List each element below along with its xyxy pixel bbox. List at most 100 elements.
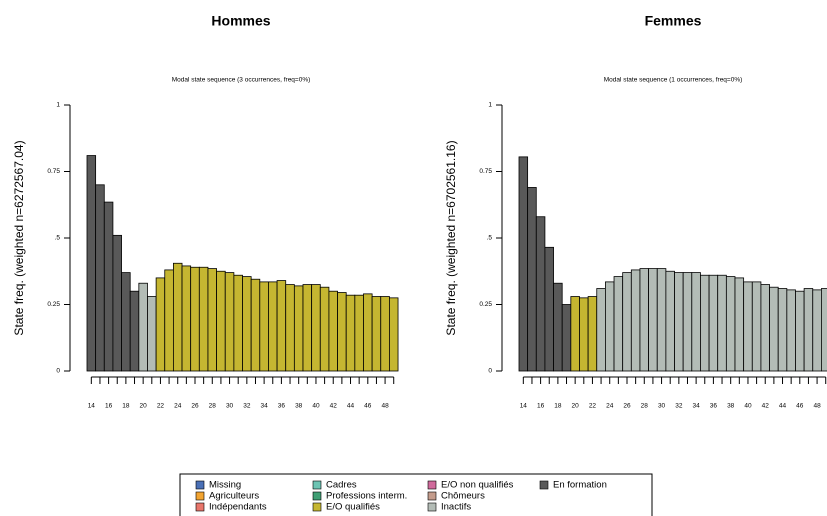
- bar: [613, 276, 624, 372]
- bar: [760, 284, 770, 372]
- legend-box: [179, 473, 653, 516]
- legend-swatch: [195, 480, 205, 490]
- bar: [129, 290, 140, 372]
- legend-label: Missing: [209, 480, 241, 491]
- bar: [639, 268, 650, 372]
- x-tick-label: 42: [762, 403, 770, 410]
- legend-swatch: [427, 480, 437, 490]
- bar: [777, 288, 788, 372]
- y-tick-label: 0.25: [479, 301, 492, 308]
- x-tick-label: 20: [140, 403, 148, 410]
- bar: [656, 268, 667, 372]
- x-tick-label: 40: [744, 403, 752, 410]
- bar: [112, 234, 122, 372]
- legend-swatch: [539, 480, 549, 490]
- y-tick-label: .5: [55, 235, 61, 242]
- y-tick-label: 1: [488, 102, 492, 109]
- bar: [103, 201, 114, 372]
- y-axis-label: State freq. (weighted n=6272567.04): [12, 140, 26, 335]
- x-tick-label: 34: [261, 403, 269, 410]
- x-tick-label: 36: [278, 403, 286, 410]
- bar: [691, 272, 701, 372]
- x-tick-label: 32: [675, 403, 683, 410]
- bar: [250, 278, 261, 372]
- y-axis-label: State freq. (weighted n=6702561.16): [444, 140, 458, 335]
- bar: [233, 274, 243, 372]
- bar: [803, 288, 814, 372]
- bar: [285, 284, 295, 372]
- x-tick-label: 24: [174, 403, 182, 410]
- bar: [786, 289, 796, 372]
- bar: [172, 262, 183, 372]
- bar: [388, 297, 399, 372]
- bar: [302, 284, 313, 372]
- x-tick-label: 44: [347, 403, 355, 410]
- bar: [242, 276, 252, 372]
- legend-label: Professions interm.: [326, 491, 407, 502]
- y-tick-label: 1: [56, 102, 60, 109]
- bar: [717, 274, 727, 372]
- bar: [708, 274, 719, 372]
- bar: [293, 285, 304, 372]
- bar: [198, 266, 209, 372]
- bar: [544, 246, 554, 372]
- x-tick-label: 20: [572, 403, 580, 410]
- bar: [535, 216, 546, 372]
- y-tick-label: 0: [488, 368, 492, 375]
- x-tick-label: 26: [191, 403, 199, 410]
- legend-swatch: [427, 491, 437, 501]
- legend-swatch: [195, 491, 205, 501]
- x-tick-label: 28: [641, 403, 649, 410]
- bar: [734, 277, 745, 372]
- legend-label: Cadres: [326, 480, 357, 491]
- chart-title: Femmes: [645, 13, 702, 29]
- bar: [121, 272, 131, 372]
- bar: [821, 288, 827, 372]
- y-tick-label: 0: [56, 368, 60, 375]
- bar: [276, 280, 287, 372]
- x-tick-label: 38: [727, 403, 735, 410]
- bar: [345, 294, 356, 372]
- x-tick-label: 18: [122, 403, 130, 410]
- y-tick-label: 0.25: [47, 301, 60, 308]
- bar: [570, 296, 580, 372]
- bar: [207, 268, 218, 372]
- bar: [147, 296, 157, 372]
- x-tick-label: 14: [88, 403, 96, 410]
- bar: [527, 187, 537, 372]
- legend-swatch: [195, 502, 205, 512]
- bar: [268, 281, 278, 372]
- y-tick-label: .5: [487, 235, 493, 242]
- bar: [769, 286, 779, 372]
- bar: [682, 272, 693, 372]
- x-tick-label: 22: [157, 403, 165, 410]
- bar: [648, 268, 658, 372]
- bar: [371, 296, 382, 372]
- bar: [553, 282, 563, 372]
- x-tick-label: 14: [520, 403, 528, 410]
- bar: [596, 288, 606, 372]
- x-tick-label: 48: [381, 403, 389, 410]
- x-tick-label: 30: [658, 403, 666, 410]
- legend-label: En formation: [553, 480, 607, 491]
- legend-swatch: [427, 502, 437, 512]
- legend-label: E/O non qualifiés: [441, 480, 514, 491]
- legend-label: E/O qualifiés: [326, 502, 380, 513]
- x-tick-label: 16: [105, 403, 113, 410]
- bar: [190, 266, 200, 372]
- y-tick-label: 0.75: [47, 168, 60, 175]
- bar: [224, 272, 235, 372]
- x-tick-label: 28: [209, 403, 217, 410]
- bar: [795, 290, 805, 372]
- x-tick-label: 46: [364, 403, 372, 410]
- bar: [700, 274, 710, 372]
- legend-label: Chômeurs: [441, 491, 485, 502]
- x-tick-label: 44: [779, 403, 787, 410]
- bar: [605, 281, 615, 372]
- x-tick-label: 26: [623, 403, 631, 410]
- bar: [743, 281, 753, 372]
- bar: [164, 269, 174, 372]
- bar: [216, 270, 226, 372]
- bar: [319, 286, 330, 372]
- bar: [751, 281, 762, 372]
